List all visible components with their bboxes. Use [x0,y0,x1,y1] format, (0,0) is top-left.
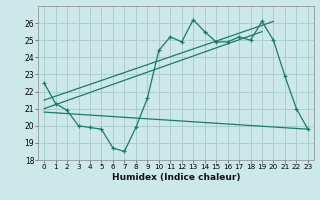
X-axis label: Humidex (Indice chaleur): Humidex (Indice chaleur) [112,173,240,182]
